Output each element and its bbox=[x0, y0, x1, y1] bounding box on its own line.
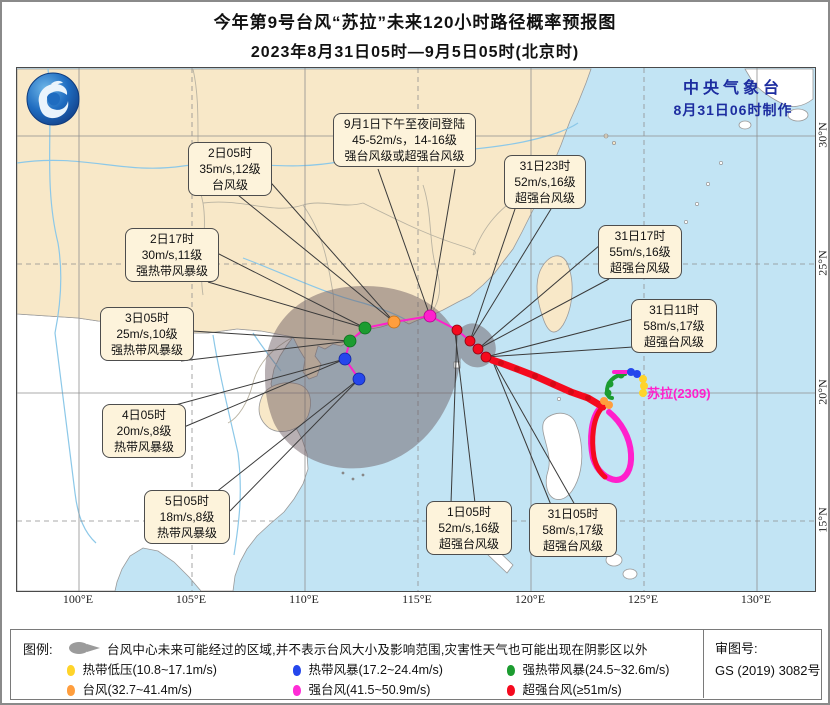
callout-line: 超强台风级 bbox=[609, 261, 670, 275]
callout-line: 强台风级或超强台风级 bbox=[344, 149, 465, 163]
callout-line: 31日11时 bbox=[649, 303, 699, 317]
callout-line: 18m/s,8级 bbox=[159, 510, 215, 524]
callout-line: 1日05时 bbox=[446, 505, 492, 519]
legend-item-label: 强台风(41.5~50.9m/s) bbox=[308, 683, 431, 697]
lon-tick-label: 110°E bbox=[289, 592, 319, 606]
legend-item: 热带风暴(17.2~24.4m/s) bbox=[293, 659, 443, 678]
forecast-callout: 31日05时 58m/s,17级 超强台风级 bbox=[529, 503, 617, 557]
forecast-callout: 31日17时 55m/s,16级 超强台风级 bbox=[598, 225, 682, 279]
severe-tropical-storm-icon bbox=[507, 665, 515, 676]
callout-line: 9月1日下午至夜间登陆 bbox=[343, 117, 466, 131]
title-block: 今年第9号台风“苏拉”未来120小时路径概率预报图 2023年8月31日05时—… bbox=[2, 8, 828, 62]
review-value: GS (2019) 3082号 bbox=[715, 663, 821, 678]
legend-item-label: 强热带风暴(24.5~32.6m/s) bbox=[522, 663, 670, 677]
forecast-callout: 31日23时 52m/s,16级 超强台风级 bbox=[504, 155, 586, 209]
cma-logo-icon bbox=[26, 72, 80, 126]
typhoon-track bbox=[338, 309, 648, 484]
legend-item: 强台风(41.5~50.9m/s) bbox=[293, 679, 430, 698]
tropical-storm-icon bbox=[293, 665, 301, 676]
legend-item: 强热带风暴(24.5~32.6m/s) bbox=[507, 659, 669, 678]
callout-line: 5日05时 bbox=[164, 494, 210, 508]
landfall-callout: 9月1日下午至夜间登陆 45-52m/s，14-16级 强台风级或超强台风级 bbox=[333, 113, 476, 167]
lon-tick-label: 125°E bbox=[627, 592, 659, 606]
rivers bbox=[17, 68, 579, 556]
callout-line: 31日17时 bbox=[614, 229, 666, 243]
callout-line: 4日05时 bbox=[121, 408, 167, 422]
super-typhoon-icon bbox=[507, 685, 515, 696]
legend-item: 台风(32.7~41.4m/s) bbox=[67, 679, 192, 698]
leader-lines bbox=[167, 168, 634, 512]
forecast-callout: 2日17时 30m/s,11级 强热带风暴级 bbox=[125, 228, 219, 282]
watermark-issued: 8月31日06时制作 bbox=[673, 102, 793, 118]
lon-tick-label: 105°E bbox=[175, 592, 207, 606]
callout-line: 20m/s,8级 bbox=[116, 424, 172, 438]
legend-divider bbox=[703, 630, 704, 698]
watermark-agency: 中央气象台 bbox=[682, 80, 783, 97]
typhoon-icon bbox=[67, 685, 75, 696]
callout-line: 超强台风级 bbox=[643, 335, 704, 349]
probability-region bbox=[265, 285, 496, 469]
callout-line: 热带风暴级 bbox=[113, 440, 174, 454]
callout-line: 台风级 bbox=[211, 178, 248, 192]
callout-line: 55m/s,16级 bbox=[609, 245, 671, 259]
severe-typhoon-icon bbox=[293, 685, 301, 696]
callout-line: 45-52m/s，14-16级 bbox=[352, 133, 457, 147]
callout-line: 超强台风级 bbox=[542, 539, 603, 553]
callout-line: 强热带风暴级 bbox=[110, 343, 183, 357]
forecast-callout: 2日05时 35m/s,12级 台风级 bbox=[188, 142, 272, 196]
legend-title: 图例: bbox=[23, 642, 53, 657]
callout-line: 58m/s,17级 bbox=[542, 523, 604, 537]
forecast-callout: 3日05时 25m/s,10级 强热带风暴级 bbox=[100, 307, 194, 361]
forecast-callout: 31日11时 58m/s,17级 超强台风级 bbox=[631, 299, 717, 353]
callout-line: 31日05时 bbox=[547, 507, 599, 521]
lat-tick-label: 25°N bbox=[815, 250, 830, 276]
legend-item: 热带低压(10.8~17.1m/s) bbox=[67, 659, 217, 678]
lon-tick-label: 120°E bbox=[514, 592, 546, 606]
review-label: 审图号: bbox=[715, 641, 758, 656]
callout-line: 52m/s,16级 bbox=[438, 521, 500, 535]
callout-line: 58m/s,17级 bbox=[643, 319, 705, 333]
legend-panel: 图例: 台风中心未来可能经过的区域,并不表示台风大小及影响范围,灾害性天气也可能… bbox=[10, 629, 822, 700]
callout-line: 25m/s,10级 bbox=[116, 327, 178, 341]
callout-line: 31日23时 bbox=[519, 159, 571, 173]
lat-tick-label: 20°N bbox=[815, 379, 830, 405]
legend-item-label: 热带风暴(17.2~24.4m/s) bbox=[308, 663, 443, 677]
callout-line: 30m/s,11级 bbox=[141, 248, 203, 262]
forecast-callout: 1日05时 52m/s,16级 超强台风级 bbox=[426, 501, 512, 555]
legend-region-note: 台风中心未来可能经过的区域,并不表示台风大小及影响范围,灾害性天气也可能出现在阴… bbox=[107, 643, 648, 657]
callout-line: 超强台风级 bbox=[438, 537, 499, 551]
probability-region-icon bbox=[67, 640, 103, 661]
tropical-depression-icon bbox=[67, 665, 75, 676]
lon-tick-label: 130°E bbox=[740, 592, 772, 606]
map-review-number: 审图号: GS (2019) 3082号 bbox=[715, 638, 821, 682]
page-subtitle: 2023年8月31日05时—9月5日05时(北京时) bbox=[250, 44, 580, 61]
forecast-callout: 5日05时 18m/s,8级 热带风暴级 bbox=[144, 490, 230, 544]
legend-item-label: 超强台风(≥51m/s) bbox=[522, 683, 622, 697]
lat-tick-label: 30°N bbox=[815, 122, 830, 148]
callout-line: 超强台风级 bbox=[514, 191, 575, 205]
callout-line: 52m/s,16级 bbox=[514, 175, 576, 189]
lat-tick-label: 15°N bbox=[815, 507, 830, 533]
lon-tick-label: 100°E bbox=[62, 592, 94, 606]
callout-line: 热带风暴级 bbox=[156, 526, 217, 540]
legend-item-label: 台风(32.7~41.4m/s) bbox=[82, 683, 192, 697]
watermark: 中央气象台 8月31日06时制作 bbox=[657, 74, 809, 120]
callout-line: 强热带风暴级 bbox=[135, 264, 208, 278]
lon-tick-label: 115°E bbox=[402, 592, 432, 606]
forecast-callout: 4日05时 20m/s,8级 热带风暴级 bbox=[102, 404, 186, 458]
callout-line: 3日05时 bbox=[124, 311, 170, 325]
legend-item: 超强台风(≥51m/s) bbox=[507, 679, 622, 698]
callout-line: 2日17时 bbox=[149, 232, 195, 246]
callout-line: 35m/s,12级 bbox=[199, 162, 261, 176]
callout-line: 2日05时 bbox=[207, 146, 253, 160]
storm-name-label: 苏拉(2309) bbox=[647, 386, 711, 401]
legend-item-label: 热带低压(10.8~17.1m/s) bbox=[82, 663, 217, 677]
page-title: 今年第9号台风“苏拉”未来120小时路径概率预报图 bbox=[213, 13, 617, 32]
